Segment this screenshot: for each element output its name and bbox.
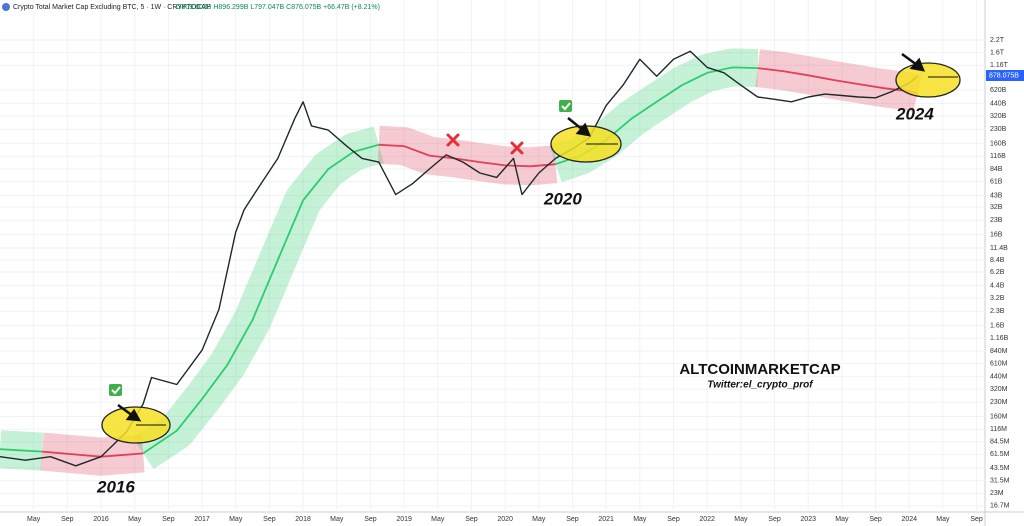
y-tick-label: 61B <box>990 179 1003 186</box>
x-tick-label: 2018 <box>295 516 311 523</box>
y-tick-label: 43B <box>990 192 1003 199</box>
y-tick-label: 116B <box>990 153 1006 160</box>
x-tick-label: 2023 <box>800 516 816 523</box>
x-tick-label: May <box>229 516 243 523</box>
y-tick-label: 440M <box>990 373 1008 380</box>
checkmark <box>559 100 572 112</box>
y-tick-label: 3.2B <box>990 295 1005 302</box>
arrow <box>567 117 584 131</box>
x-tick-label: May <box>27 516 41 523</box>
x-tick-label: Sep <box>869 516 882 523</box>
arrow-head <box>125 408 142 422</box>
y-tick-label: 320M <box>990 386 1008 393</box>
x-tick-label: Sep <box>364 516 377 523</box>
y-tick-label: 160M <box>990 413 1008 420</box>
x-tick-label: Sep <box>61 516 74 523</box>
y-tick-label: 11.4B <box>990 245 1008 252</box>
x-tick-label: 2019 <box>396 516 412 523</box>
y-tick-label: 61.5M <box>990 451 1010 458</box>
x-tick-label: 2016 <box>93 516 109 523</box>
cross <box>510 141 524 155</box>
arrows <box>117 52 925 422</box>
y-tick-label: 6.2B <box>990 269 1005 276</box>
y-tick-label: 230B <box>990 126 1007 133</box>
chart-title: Crypto Total Market Cap Excluding BTC, 5… <box>13 4 211 11</box>
year-annotation: 2024 <box>895 104 934 123</box>
x-tick-label: Sep <box>768 516 781 523</box>
symbol-icon <box>2 3 10 11</box>
brand: ALTCOINMARKETCAP <box>679 361 840 378</box>
y-tick-label: 840M <box>990 348 1008 355</box>
y-tick-label: 4.4B <box>990 282 1005 289</box>
arrow <box>901 52 918 67</box>
x-tick-label: 2024 <box>901 516 917 523</box>
x-tick-label: May <box>936 516 950 523</box>
y-tick-label: 440B <box>990 100 1007 107</box>
price-tag-box <box>986 70 1024 81</box>
x-tick-label: May <box>128 516 142 523</box>
x-tick-label: May <box>330 516 344 523</box>
y-tick-label: 1.6T <box>990 49 1005 56</box>
y-tick-label: 610M <box>990 361 1008 368</box>
x-tick-label: Sep <box>263 516 276 523</box>
y-tick-label: 16B <box>990 231 1003 238</box>
price-tag: 878.075B <box>989 72 1019 79</box>
x-tick-label: May <box>532 516 546 523</box>
arrow-head <box>575 122 591 137</box>
y-tick-label: 2.3B <box>990 308 1005 315</box>
x-tick-label: May <box>835 516 849 523</box>
grid <box>0 0 985 512</box>
y-tick-label: 84B <box>990 166 1003 173</box>
x-tick-label: 2020 <box>497 516 513 523</box>
y-tick-label: 32B <box>990 204 1003 211</box>
y-tick-label: 230M <box>990 399 1008 406</box>
price <box>0 50 919 467</box>
y-tick-label: 1.16T <box>990 62 1009 69</box>
x-tick-label: Sep <box>667 516 680 523</box>
price-line <box>0 50 919 467</box>
y-tick-label: 320B <box>990 113 1007 120</box>
x-tick-label: 2021 <box>598 516 614 523</box>
y-tick-label: 31.5M <box>990 478 1010 485</box>
x-tick-label: Sep <box>465 516 478 523</box>
x-tick-label: Sep <box>970 516 983 523</box>
y-tick-label: 1.6B <box>990 322 1005 329</box>
arrow-head <box>909 57 925 72</box>
x-tick-label: May <box>431 516 445 523</box>
y-tick-label: 23M <box>990 490 1004 497</box>
x-tick-label: May <box>734 516 748 523</box>
y-tick-label: 1.16B <box>990 335 1009 342</box>
highlight <box>895 62 961 98</box>
cross <box>446 133 460 147</box>
y-tick-label: 2.2T <box>990 37 1005 44</box>
checkmark <box>109 384 122 396</box>
y-tick-label: 8.4B <box>990 257 1005 264</box>
y-tick-label: 84.5M <box>990 439 1010 446</box>
y-tick-label: 16.7M <box>990 503 1010 510</box>
twitter: Twitter:el_crypto_prof <box>707 380 814 391</box>
x-tick-label: May <box>633 516 647 523</box>
y-tick-label: 116M <box>990 426 1007 433</box>
x-tick-label: Sep <box>566 516 579 523</box>
y-tick-label: 23B <box>990 217 1003 224</box>
y-tick-label: 620B <box>990 87 1007 94</box>
x-tick-label: 2017 <box>194 516 210 523</box>
y-tick-label: 160B <box>990 140 1007 147</box>
year-annotation: 2020 <box>543 189 582 208</box>
year-annotation: 2016 <box>96 477 135 496</box>
x-tick-label: 2022 <box>699 516 715 523</box>
x-tick-label: Sep <box>162 516 175 523</box>
y-tick-label: 43.5M <box>990 465 1010 472</box>
ohlc: O809.802B H896.299B L797.047B C876.075B … <box>176 4 380 11</box>
